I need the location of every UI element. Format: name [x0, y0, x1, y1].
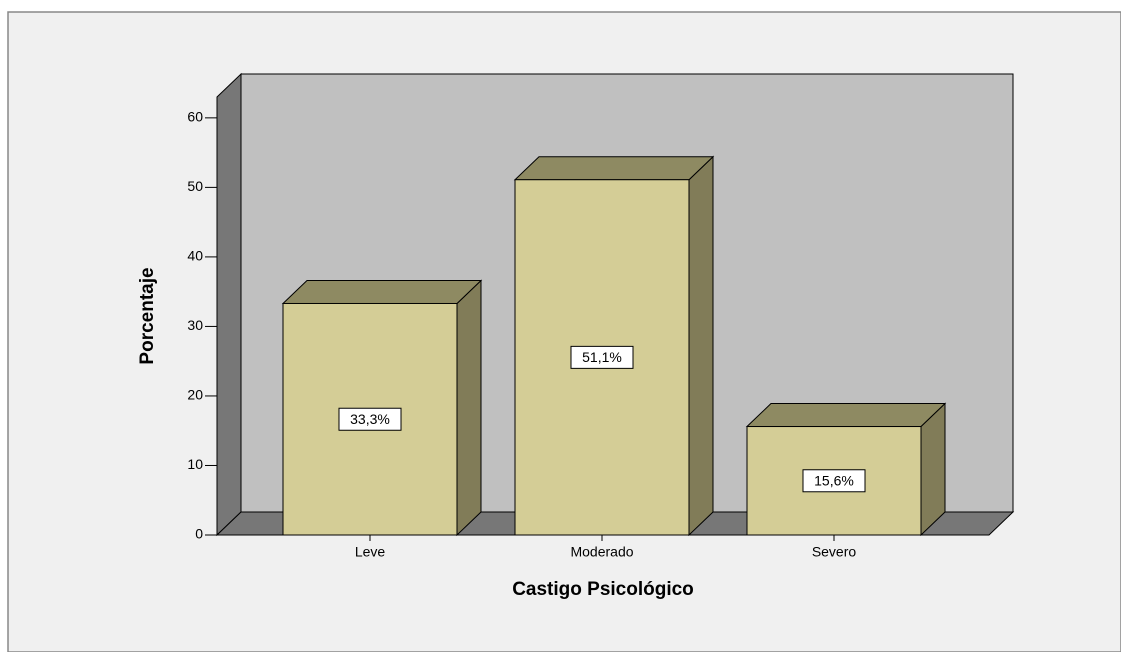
left-wall [216, 72, 242, 537]
y-tick-label: 20 [187, 387, 203, 403]
plot-area: 0 10 20 30 40 50 60 33,3% Leve 51,1% Moderado 15,6%… [187, 72, 1015, 560]
bar-side [688, 155, 714, 537]
value-label-box [802, 469, 866, 493]
value-label: 33,3% [350, 411, 390, 427]
y-axis-title: Porcentaje [137, 267, 158, 364]
x-axis-title: Castigo Psicológico [512, 579, 694, 600]
value-label: 51,1% [582, 349, 622, 365]
bar-top [745, 403, 947, 428]
value-label-box [570, 345, 634, 369]
bar-top [513, 156, 715, 181]
y-tick-label: 60 [187, 109, 203, 125]
x-tick-label: Moderado [570, 544, 633, 560]
x-tick-label: Severo [812, 544, 857, 560]
y-tick-label: 10 [187, 456, 203, 472]
value-label-box [338, 407, 402, 431]
bar-side [456, 279, 482, 537]
value-label: 15,6% [814, 472, 854, 488]
y-tick-label: 40 [187, 248, 203, 264]
x-tick-label: Leve [355, 544, 386, 560]
y-tick-label: 0 [195, 526, 203, 542]
y-tick-label: 50 [187, 178, 203, 194]
bar-top [281, 279, 483, 304]
y-tick-label: 30 [187, 317, 203, 333]
